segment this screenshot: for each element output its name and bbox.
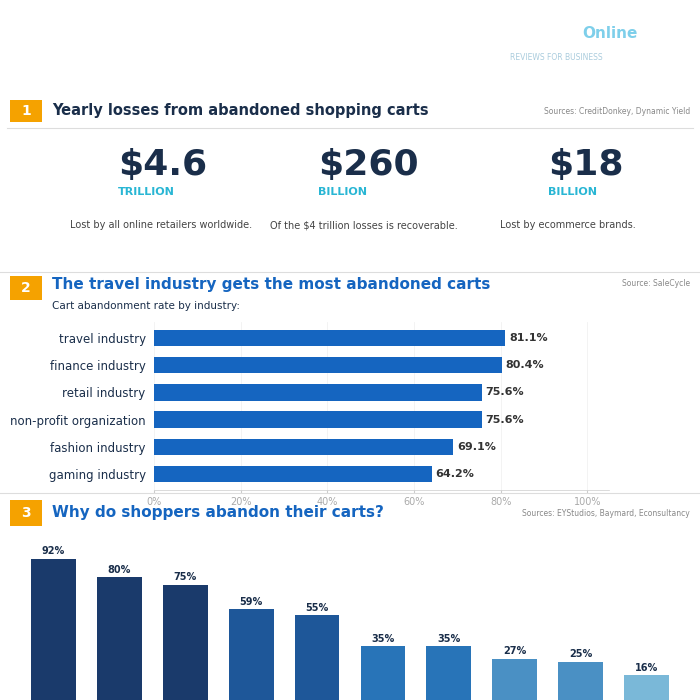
Text: Of the $4 trillion losses is recoverable.: Of the $4 trillion losses is recoverable… (270, 220, 458, 230)
Bar (154, 412, 482, 428)
Text: 2: 2 (21, 281, 31, 295)
Text: 3: 3 (21, 506, 31, 520)
Text: 59%: 59% (239, 597, 262, 607)
Bar (154, 439, 454, 455)
Text: 81.1%: 81.1% (509, 332, 547, 343)
Text: Yearly losses from abandoned shopping carts: Yearly losses from abandoned shopping ca… (52, 104, 428, 118)
Bar (492, 659, 537, 700)
Text: TRILLION: TRILLION (118, 187, 175, 197)
Text: Cart abandonment rate by industry:: Cart abandonment rate by industry: (52, 301, 240, 311)
Bar (558, 662, 603, 700)
Bar (426, 646, 471, 700)
Text: Finances: Finances (505, 25, 581, 41)
Text: Sources: EYStudios, Baymard, Econsultancy: Sources: EYStudios, Baymard, Econsultanc… (522, 508, 690, 517)
Text: 75%: 75% (174, 573, 197, 582)
Bar (295, 615, 340, 700)
Bar (163, 584, 208, 700)
Text: You Should Know: You Should Know (68, 51, 237, 69)
Bar (31, 559, 76, 700)
Text: 64.2%: 64.2% (435, 469, 475, 480)
Text: 80%: 80% (108, 565, 131, 575)
Text: 35%: 35% (438, 634, 461, 644)
Text: 3: 3 (8, 17, 48, 71)
Text: 80.4%: 80.4% (506, 360, 545, 370)
Text: Source: SaleCycle: Source: SaleCycle (622, 279, 690, 288)
Text: BILLION: BILLION (318, 187, 367, 197)
Bar (154, 466, 432, 482)
Text: REVIEWS FOR BUSINESS: REVIEWS FOR BUSINESS (510, 53, 603, 62)
Text: 55%: 55% (305, 603, 329, 613)
Text: Lost by ecommerce brands.: Lost by ecommerce brands. (500, 220, 636, 230)
Text: 75.6%: 75.6% (485, 387, 524, 398)
Bar (229, 609, 274, 700)
Bar (154, 330, 505, 346)
Text: 35%: 35% (371, 634, 395, 644)
Text: 1: 1 (21, 104, 31, 118)
Text: ⌘: ⌘ (475, 32, 500, 56)
Text: The travel industry gets the most abandoned carts: The travel industry gets the most abando… (52, 276, 491, 291)
Text: 69.1%: 69.1% (457, 442, 496, 452)
Text: 16%: 16% (635, 663, 658, 673)
Text: $4.6: $4.6 (118, 148, 207, 182)
Text: 25%: 25% (569, 650, 592, 659)
Bar (10, 500, 42, 526)
Bar (10, 100, 42, 122)
Bar (154, 357, 503, 373)
Text: 92%: 92% (42, 546, 65, 556)
Bar (360, 646, 405, 700)
Bar (154, 384, 482, 400)
Text: BILLION: BILLION (548, 187, 597, 197)
Text: Key Shopping Cart Abandonment Statistics: Key Shopping Cart Abandonment Statistics (68, 21, 491, 39)
Bar (10, 276, 42, 300)
Text: Why do shoppers abandon their carts?: Why do shoppers abandon their carts? (52, 505, 384, 521)
Bar (624, 676, 669, 700)
Text: Lost by all online retailers worldwide.: Lost by all online retailers worldwide. (70, 220, 252, 230)
Text: Sources: CreditDonkey, Dynamic Yield: Sources: CreditDonkey, Dynamic Yield (544, 106, 690, 116)
Text: $18: $18 (548, 148, 624, 182)
Text: 27%: 27% (503, 646, 526, 656)
Bar (97, 577, 142, 700)
Text: $260: $260 (318, 148, 419, 182)
Text: 75.6%: 75.6% (485, 414, 524, 425)
Text: Online: Online (582, 25, 638, 41)
